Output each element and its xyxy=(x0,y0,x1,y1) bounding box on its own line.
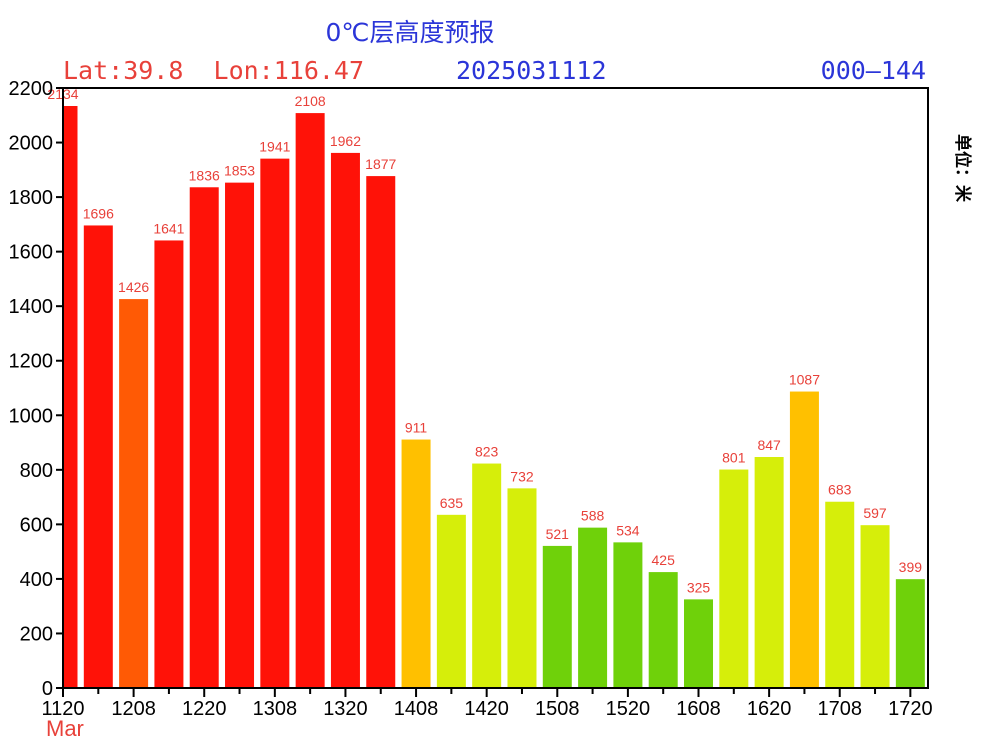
bar xyxy=(189,187,219,689)
value-label: 1641 xyxy=(153,220,184,236)
bar xyxy=(225,182,255,689)
bar xyxy=(613,542,643,688)
value-label: 823 xyxy=(475,444,499,460)
value-label: 683 xyxy=(828,482,852,498)
value-label: 1087 xyxy=(789,372,820,388)
value-label: 588 xyxy=(581,508,605,524)
bar xyxy=(119,299,149,688)
x-tick-label: 1320 xyxy=(323,698,368,720)
value-label: 847 xyxy=(757,437,781,453)
y-tick-label: 1200 xyxy=(9,351,54,373)
bar xyxy=(754,457,784,688)
bar xyxy=(63,106,78,688)
value-label: 1836 xyxy=(189,167,220,183)
value-label: 801 xyxy=(722,450,746,466)
value-label: 1941 xyxy=(259,139,290,155)
bar xyxy=(542,545,572,688)
x-tick-label: 1308 xyxy=(253,698,298,720)
x-tick-label: 1520 xyxy=(606,698,651,720)
value-label: 534 xyxy=(616,522,640,538)
forecast-range-label: 000—144 xyxy=(821,56,926,85)
bars-group xyxy=(63,106,925,689)
bar xyxy=(330,152,360,689)
value-label: 1696 xyxy=(83,205,114,221)
value-label: 425 xyxy=(652,552,676,568)
location-label: Lat:39.8 Lon:116.47 xyxy=(63,56,364,85)
y-tick-label: 400 xyxy=(20,569,53,591)
y-axis: 0 200 400 600 800 1000 1200 1400 1600 1800 2000 220… xyxy=(9,78,63,700)
bar xyxy=(684,599,714,688)
x-tick-label: 1720 xyxy=(888,698,933,720)
y-tick-label: 800 xyxy=(20,460,53,482)
bar xyxy=(260,158,290,689)
x-tick-label: 1408 xyxy=(394,698,439,720)
bar xyxy=(436,514,466,688)
bar xyxy=(366,176,396,688)
x-tick-label: 1508 xyxy=(535,698,580,720)
y-tick-label: 0 xyxy=(42,678,53,700)
bar xyxy=(860,525,890,688)
bar xyxy=(507,488,537,688)
value-label: 1853 xyxy=(224,163,255,179)
x-tick-label: 1608 xyxy=(676,698,721,720)
x-axis: 1120 1208 1220 1308 1320 1408 1420 1508 1520 1608… xyxy=(41,688,933,720)
bar xyxy=(295,113,325,688)
y-tick-label: 600 xyxy=(20,514,53,536)
value-label: 597 xyxy=(863,505,887,521)
y-tick-label: 2200 xyxy=(9,78,54,100)
y-tick-label: 1400 xyxy=(9,296,54,318)
x-tick-label: 1420 xyxy=(464,698,509,720)
bar xyxy=(154,240,184,689)
y-tick-label: 1800 xyxy=(9,187,54,209)
bar xyxy=(825,501,855,688)
bar xyxy=(578,527,608,688)
value-label: 1962 xyxy=(330,133,361,149)
value-label: 521 xyxy=(546,526,570,542)
value-label: 1877 xyxy=(365,156,396,172)
value-label: 911 xyxy=(405,420,428,436)
bar xyxy=(719,469,749,688)
value-label: 399 xyxy=(899,559,923,575)
y-tick-label: 2000 xyxy=(9,133,54,155)
x-tick-label: 1208 xyxy=(111,698,156,720)
unit-label: 单位：米 xyxy=(952,134,973,203)
value-label: 1426 xyxy=(118,279,149,295)
bar xyxy=(472,463,502,688)
value-label: 732 xyxy=(510,468,534,484)
bar xyxy=(648,572,678,688)
bar xyxy=(83,225,113,689)
plot-frame xyxy=(62,87,929,689)
value-label: 635 xyxy=(440,495,464,511)
x-tick-label: 1120 xyxy=(41,698,84,720)
y-tick-label: 200 xyxy=(20,623,53,645)
x-tick-label: 1220 xyxy=(182,698,227,720)
value-label: 325 xyxy=(687,579,711,595)
bar xyxy=(789,391,819,688)
y-tick-label: 1600 xyxy=(9,242,54,264)
bar xyxy=(895,579,925,688)
y-tick-label: 1000 xyxy=(9,405,54,427)
x-tick-label: 1708 xyxy=(817,698,862,720)
chart-title: 0℃层高度预报 xyxy=(326,18,495,47)
value-label: 2108 xyxy=(295,93,326,109)
x-tick-label: 1620 xyxy=(747,698,792,720)
month-label: Mar xyxy=(46,716,84,741)
init-time-label: 2025031112 xyxy=(456,56,607,85)
bar xyxy=(401,439,431,688)
